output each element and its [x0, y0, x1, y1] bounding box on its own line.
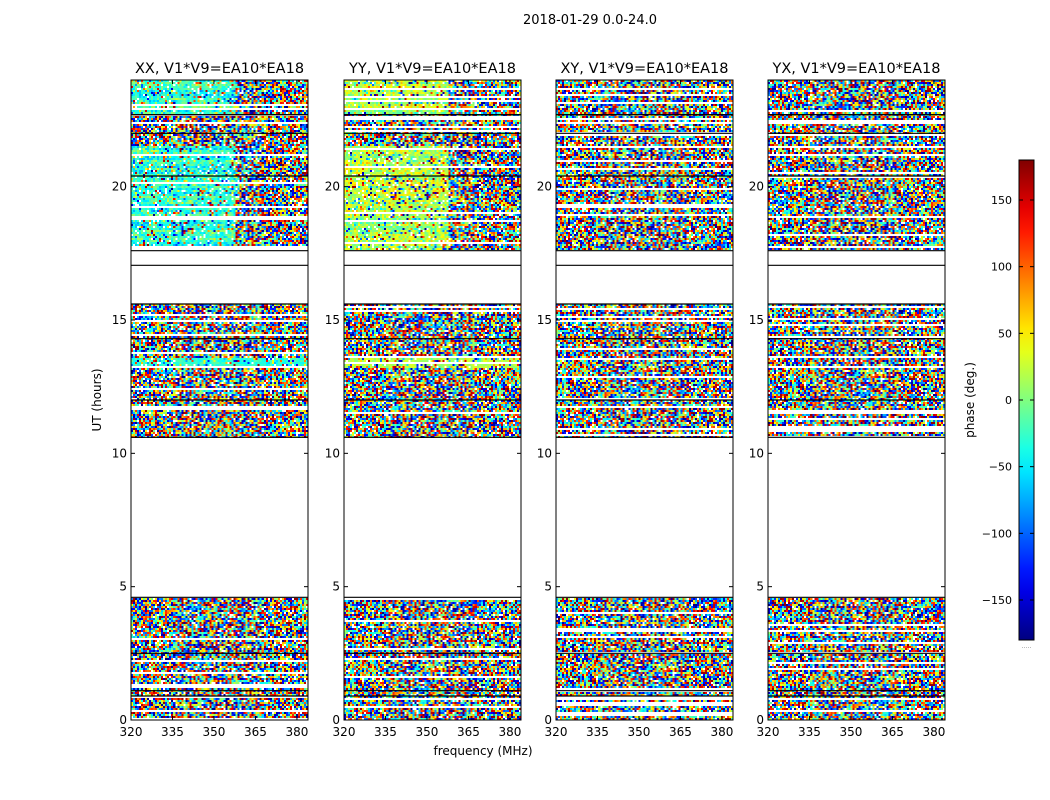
x-tick-label: 350 — [628, 725, 651, 739]
y-tick-label: 10 — [112, 446, 127, 460]
x-tick-label: 365 — [881, 725, 904, 739]
y-tick-label: 15 — [112, 313, 127, 327]
y-tick-label: 15 — [749, 313, 764, 327]
x-tick-label: 350 — [203, 725, 226, 739]
x-tick-label: 380 — [922, 725, 945, 739]
x-tick-label: 320 — [333, 725, 356, 739]
colorbar-tick-label: 0 — [1005, 394, 1012, 407]
colorbar-tick-label: −150 — [982, 594, 1012, 607]
x-tick-label: 335 — [374, 725, 397, 739]
colorbar-tick-label: −50 — [989, 461, 1012, 474]
y-tick-label: 5 — [332, 580, 340, 594]
x-tick-label: 365 — [669, 725, 692, 739]
y-tick-label: 10 — [325, 446, 340, 460]
y-tick-label: 0 — [119, 713, 127, 727]
x-tick-label: 380 — [498, 725, 521, 739]
x-tick-label: 335 — [161, 725, 184, 739]
x-tick-label: 380 — [285, 725, 308, 739]
panel-xx-title: XX, V1*V9=EA10*EA18 — [135, 61, 304, 77]
x-axis-label: frequency (MHz) — [433, 744, 532, 758]
colorbar-tick-label: 50 — [998, 327, 1012, 340]
y-tick-label: 15 — [537, 313, 552, 327]
y-tick-label: 20 — [537, 180, 552, 194]
panel-xx-frame — [130, 79, 309, 721]
y-tick-label: 15 — [325, 313, 340, 327]
y-tick-label: 10 — [537, 446, 552, 460]
y-tick-label: 0 — [544, 713, 552, 727]
colorbar-label: phase (deg.) — [963, 362, 977, 438]
figure-title: 2018-01-29 0.0-24.0 — [523, 13, 657, 28]
panel-xy-frame — [555, 79, 734, 721]
panel-yx-title: YX, V1*V9=EA10*EA18 — [771, 61, 940, 77]
panel-yx-frame — [767, 79, 946, 721]
x-tick-label: 365 — [244, 725, 267, 739]
y-tick-label: 5 — [544, 580, 552, 594]
x-tick-label: 350 — [840, 725, 863, 739]
panel-yy-frame — [343, 79, 522, 721]
x-tick-label: 320 — [545, 725, 568, 739]
y-tick-label: 20 — [325, 180, 340, 194]
x-tick-label: 335 — [798, 725, 821, 739]
panel-yy-title: YY, V1*V9=EA10*EA18 — [348, 61, 516, 77]
x-tick-label: 335 — [586, 725, 609, 739]
y-tick-label: 10 — [749, 446, 764, 460]
colorbar-tick-label: −100 — [982, 527, 1012, 540]
x-tick-label: 380 — [710, 725, 733, 739]
y-tick-label: 0 — [756, 713, 764, 727]
y-tick-label: 5 — [119, 580, 127, 594]
x-tick-label: 320 — [757, 725, 780, 739]
y-tick-label: 20 — [749, 180, 764, 194]
x-tick-label: 365 — [457, 725, 480, 739]
y-tick-label: 5 — [756, 580, 764, 594]
y-axis-label: UT (hours) — [90, 368, 104, 431]
colorbar-tick-label: 150 — [991, 194, 1012, 207]
colorbar-tick-label: 100 — [991, 261, 1012, 274]
colorbar-under-label: ..... — [1022, 643, 1032, 650]
y-tick-label: 20 — [112, 180, 127, 194]
panel-xy-title: XY, V1*V9=EA10*EA18 — [560, 61, 728, 77]
x-tick-label: 350 — [416, 725, 439, 739]
y-tick-label: 0 — [332, 713, 340, 727]
x-tick-label: 320 — [120, 725, 143, 739]
